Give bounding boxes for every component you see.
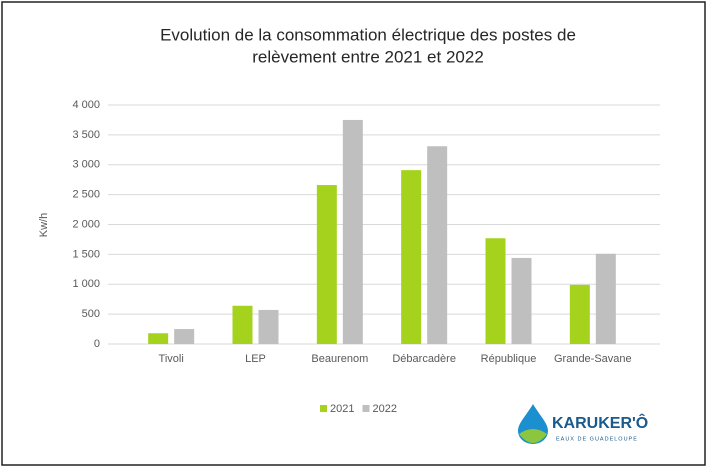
bar [316, 185, 337, 344]
y-tick-label: 0 [94, 338, 100, 350]
bar [595, 253, 616, 344]
x-tick-label: Grande-Savane [554, 353, 632, 365]
x-tick-label: Tivoli [159, 353, 184, 365]
y-tick-label: 1 500 [72, 248, 100, 260]
legend-label: 2021 [330, 403, 354, 415]
logo: KARUKER'Ô EAUX DE GUADELOUPE [518, 404, 648, 444]
bar [401, 170, 422, 344]
legend-label: 2022 [372, 403, 396, 415]
chart-title: relèvement entre 2021 et 2022 [252, 47, 484, 66]
bar [148, 333, 169, 344]
bar [427, 146, 448, 344]
bar [342, 119, 363, 344]
x-tick-label: Débarcadère [392, 353, 456, 365]
bar [569, 284, 590, 344]
y-tick-label: 500 [82, 308, 100, 320]
y-tick-label: 3 000 [72, 159, 100, 171]
x-tick-label: République [481, 353, 537, 365]
x-tick-label: Beaurenom [311, 353, 368, 365]
x-tick-label: LEP [245, 353, 266, 365]
legend-swatch [362, 405, 370, 412]
logo-wave [519, 429, 547, 443]
bar [232, 305, 253, 344]
bar [511, 257, 532, 344]
chart-title: Evolution de la consommation électrique … [160, 25, 576, 44]
bar [258, 309, 279, 344]
legend-swatch [320, 405, 327, 412]
y-tick-label: 3 500 [72, 129, 100, 141]
logo-name: KARUKER'Ô [552, 413, 648, 432]
y-axis-label: Kw/h [38, 213, 50, 237]
bar [174, 329, 195, 344]
y-tick-label: 2 500 [72, 189, 100, 201]
logo-tagline: EAUX DE GUADELOUPE [556, 436, 638, 442]
y-tick-label: 4 000 [72, 99, 100, 111]
bar [485, 238, 506, 344]
y-tick-label: 1 000 [72, 278, 100, 290]
y-tick-label: 2 000 [72, 218, 100, 230]
